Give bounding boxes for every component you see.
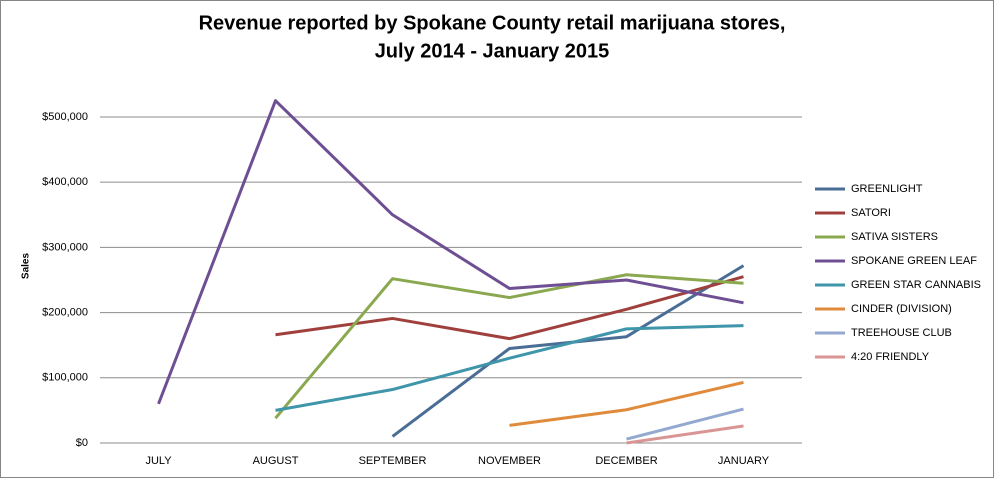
y-tick-label: $100,000	[42, 372, 88, 384]
series-line	[274, 273, 744, 420]
x-tick-label: DECEMBER	[595, 455, 657, 467]
chart-title: Revenue reported by Spokane County retai…	[199, 12, 786, 34]
legend-label: GREEN STAR CANNABIS	[851, 279, 981, 291]
x-tick-label: SEPTEMBER	[359, 455, 427, 467]
legend-label: SATIVA SISTERS	[851, 231, 938, 243]
x-tick-label: NOVEMBER	[478, 455, 541, 467]
y-axis-label: Sales	[21, 252, 32, 279]
series-line	[275, 324, 744, 412]
legend-label: SPOKANE GREEN LEAF	[851, 255, 977, 267]
legend-label: TREEHOUSE CLUB	[851, 327, 952, 339]
y-tick-label: $300,000	[42, 241, 88, 253]
y-tick-label: $200,000	[42, 306, 88, 318]
legend-label: CINDER (DIVISION)	[851, 303, 952, 315]
x-tick-label: AUGUST	[253, 455, 299, 467]
series-line	[509, 380, 744, 427]
y-tick-label: $500,000	[42, 111, 88, 123]
series-line	[626, 407, 744, 441]
x-tick-label: JANUARY	[718, 455, 770, 467]
x-tick-label: JULY	[145, 455, 172, 467]
legend-label: SATORI	[851, 207, 891, 219]
series-line	[157, 99, 744, 405]
legend-label: 4:20 FRIENDLY	[851, 351, 930, 363]
y-tick-label: $0	[76, 437, 88, 449]
legend-label: GREENLIGHT	[851, 183, 923, 195]
chart-title: July 2014 - January 2015	[375, 40, 610, 62]
y-tick-label: $400,000	[42, 176, 88, 188]
series-line	[626, 424, 744, 445]
